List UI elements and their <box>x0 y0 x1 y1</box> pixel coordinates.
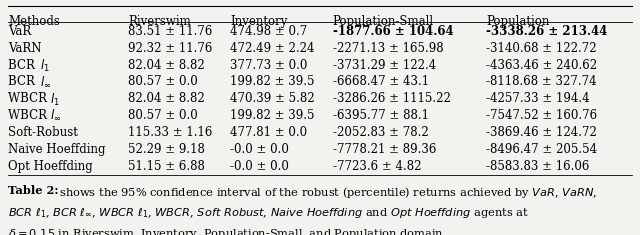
Text: 377.73 ± 0.0: 377.73 ± 0.0 <box>230 59 308 71</box>
Text: 470.39 ± 5.82: 470.39 ± 5.82 <box>230 92 315 105</box>
Text: 477.81 ± 0.0: 477.81 ± 0.0 <box>230 126 308 139</box>
Text: Soft-Robust: Soft-Robust <box>8 126 78 139</box>
Text: 80.57 ± 0.0: 80.57 ± 0.0 <box>128 109 198 122</box>
Text: 472.49 ± 2.24: 472.49 ± 2.24 <box>230 42 315 55</box>
Text: 80.57 ± 0.0: 80.57 ± 0.0 <box>128 75 198 88</box>
Text: -3869.46 ± 124.72: -3869.46 ± 124.72 <box>486 126 597 139</box>
Text: -7547.52 ± 160.76: -7547.52 ± 160.76 <box>486 109 598 122</box>
Text: -6395.77 ± 88.1: -6395.77 ± 88.1 <box>333 109 429 122</box>
Text: 199.82 ± 39.5: 199.82 ± 39.5 <box>230 109 315 122</box>
Text: -2271.13 ± 165.98: -2271.13 ± 165.98 <box>333 42 444 55</box>
Text: -3731.29 ± 122.4: -3731.29 ± 122.4 <box>333 59 436 71</box>
Text: -8583.83 ± 16.06: -8583.83 ± 16.06 <box>486 160 590 173</box>
Text: WBCR: WBCR <box>8 92 51 105</box>
Text: -4363.46 ± 240.62: -4363.46 ± 240.62 <box>486 59 598 71</box>
Text: WBCR: WBCR <box>8 109 51 122</box>
Text: -8496.47 ± 205.54: -8496.47 ± 205.54 <box>486 143 598 156</box>
Text: Opt Hoeffding: Opt Hoeffding <box>8 160 93 173</box>
Text: $\delta = 0.15$ in Riverswim, Inventory, Population-Small, and Population domain: $\delta = 0.15$ in Riverswim, Inventory,… <box>8 227 447 235</box>
Text: Riverswim: Riverswim <box>128 15 191 27</box>
Text: 92.32 ± 11.76: 92.32 ± 11.76 <box>128 42 212 55</box>
Text: 82.04 ± 8.82: 82.04 ± 8.82 <box>128 92 205 105</box>
Text: 82.04 ± 8.82: 82.04 ± 8.82 <box>128 59 205 71</box>
Text: BCR: BCR <box>8 75 39 88</box>
Text: BCR: BCR <box>8 59 39 71</box>
Text: Population: Population <box>486 15 550 27</box>
Text: -0.0 ± 0.0: -0.0 ± 0.0 <box>230 143 289 156</box>
Text: 474.98 ± 0.7: 474.98 ± 0.7 <box>230 25 308 38</box>
Text: Methods: Methods <box>8 15 60 27</box>
Text: VaRN: VaRN <box>8 42 42 55</box>
Text: -3286.26 ± 1115.22: -3286.26 ± 1115.22 <box>333 92 451 105</box>
Text: -7723.6 ± 4.82: -7723.6 ± 4.82 <box>333 160 421 173</box>
Text: -4257.33 ± 194.4: -4257.33 ± 194.4 <box>486 92 590 105</box>
Text: 51.15 ± 6.88: 51.15 ± 6.88 <box>128 160 205 173</box>
Text: 52.29 ± 9.18: 52.29 ± 9.18 <box>128 143 205 156</box>
Text: -7778.21 ± 89.36: -7778.21 ± 89.36 <box>333 143 436 156</box>
Text: VaR: VaR <box>8 25 31 38</box>
Text: 199.82 ± 39.5: 199.82 ± 39.5 <box>230 75 315 88</box>
Text: Table 2:: Table 2: <box>8 185 59 196</box>
Text: Naive Hoeffding: Naive Hoeffding <box>8 143 106 156</box>
Text: -0.0 ± 0.0: -0.0 ± 0.0 <box>230 160 289 173</box>
Text: Inventory: Inventory <box>230 15 288 27</box>
Text: 83.51 ± 11.76: 83.51 ± 11.76 <box>128 25 212 38</box>
Text: -3140.68 ± 122.72: -3140.68 ± 122.72 <box>486 42 597 55</box>
Text: -6668.47 ± 43.1: -6668.47 ± 43.1 <box>333 75 429 88</box>
Text: -3338.26 ± 213.44: -3338.26 ± 213.44 <box>486 25 608 38</box>
Text: $l_1$: $l_1$ <box>50 91 60 108</box>
Text: -1877.66 ± 104.64: -1877.66 ± 104.64 <box>333 25 453 38</box>
Text: -2052.83 ± 78.2: -2052.83 ± 78.2 <box>333 126 429 139</box>
Text: -8118.68 ± 327.74: -8118.68 ± 327.74 <box>486 75 597 88</box>
Text: 115.33 ± 1.16: 115.33 ± 1.16 <box>128 126 212 139</box>
Text: $l_\infty$: $l_\infty$ <box>50 108 61 122</box>
Text: $l_1$: $l_1$ <box>40 58 50 74</box>
Text: shows the 95% confidence interval of the robust (percentile) returns achieved by: shows the 95% confidence interval of the… <box>52 185 597 200</box>
Text: $l_\infty$: $l_\infty$ <box>40 74 52 89</box>
Text: $\mathit{BCR}\ \ell_1$, $\mathit{BCR}\ \ell_\infty$, $\mathit{WBCR}\ \ell_1$, $\: $\mathit{BCR}\ \ell_1$, $\mathit{BCR}\ \… <box>8 206 529 220</box>
Text: Population-Small: Population-Small <box>333 15 434 27</box>
